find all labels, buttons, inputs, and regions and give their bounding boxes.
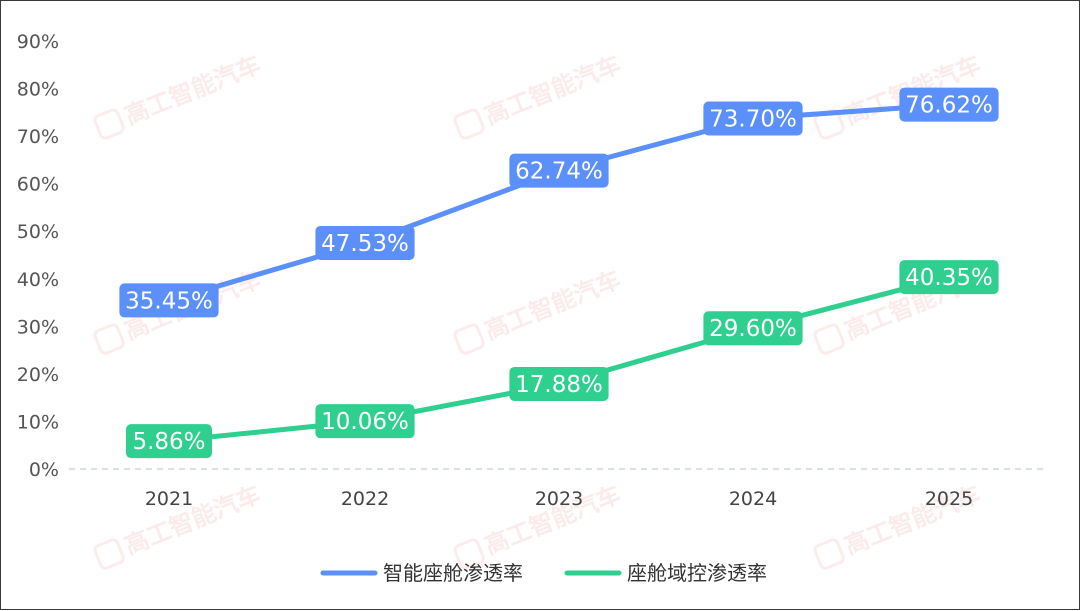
data-label-box: [703, 311, 803, 346]
data-label-text: 17.88%: [515, 372, 603, 398]
data-label-series-2: 29.60%: [703, 311, 803, 346]
legend: 智能座舱渗透率 座舱域控渗透率: [320, 561, 767, 585]
data-label-text: 35.45%: [125, 288, 213, 314]
data-label-series-2: 17.88%: [509, 366, 609, 401]
data-label-text: 47.53%: [321, 231, 409, 257]
data-label-series-2: 5.86%: [126, 424, 212, 459]
data-label-text: 62.74%: [515, 159, 603, 185]
data-label-text: 76.62%: [905, 93, 993, 119]
y-tick-label: 80%: [17, 79, 59, 101]
data-label-box: [509, 153, 609, 188]
data-label-series-2: 10.06%: [315, 404, 415, 439]
data-label-box: [126, 424, 212, 459]
data-label-series-1: 62.74%: [509, 153, 609, 188]
legend-label: 座舱域控渗透率: [627, 561, 767, 585]
watermark-text: 高工智能汽车: [481, 265, 625, 345]
x-tick-label: 2024: [729, 488, 777, 510]
data-label-box: [315, 404, 415, 439]
y-tick-label: 30%: [17, 316, 59, 338]
data-label-text: 5.86%: [132, 429, 205, 455]
data-label-text: 73.70%: [709, 107, 797, 133]
y-tick-label: 40%: [17, 269, 59, 291]
legend-item-2[interactable]: 座舱域控渗透率: [564, 561, 767, 585]
data-label-series-1: 35.45%: [119, 283, 219, 318]
data-label-box: [899, 87, 999, 122]
data-label-text: 40.35%: [905, 265, 993, 291]
watermark: 高工智能汽车: [93, 50, 265, 140]
data-label-box: [509, 366, 609, 401]
x-tick-label: 2025: [925, 488, 973, 510]
series-line-1: [166, 102, 952, 303]
watermark-text: 高工智能汽车: [121, 50, 265, 130]
legend-item-1[interactable]: 智能座舱渗透率: [320, 561, 523, 585]
data-label-text: 10.06%: [321, 409, 409, 435]
x-tick-label: 2021: [145, 488, 193, 510]
data-label-box: [315, 225, 415, 260]
data-label-text: 29.60%: [709, 316, 797, 342]
y-tick-label: 0%: [29, 459, 59, 481]
y-tick-label: 10%: [17, 411, 59, 433]
data-label-series-1: 47.53%: [315, 225, 415, 260]
watermark-text: 高工智能汽车: [481, 50, 625, 130]
x-tick-label: 2023: [535, 488, 583, 510]
data-label-box: [703, 101, 803, 136]
data-label-series-1: 73.70%: [703, 101, 803, 136]
x-tick-label: 2022: [341, 488, 389, 510]
watermark: 高工智能汽车: [453, 265, 625, 355]
y-tick-label: 50%: [17, 221, 59, 243]
legend-label: 智能座舱渗透率: [383, 561, 523, 585]
data-label-series-2: 40.35%: [899, 260, 999, 295]
axes: 0% 10% 20% 30% 40% 50% 60% 70% 80% 90% 2021 2022 202…: [17, 31, 1046, 510]
y-tick-label: 90%: [17, 31, 59, 53]
watermark: 高工智能汽车: [453, 50, 625, 140]
data-labels-layer: 35.45% 47.53% 62.74% 73.70% 76.62% 5.86% 10.06…: [119, 87, 999, 459]
data-label-series-1: 76.62%: [899, 87, 999, 122]
y-tick-label: 60%: [17, 174, 59, 196]
data-label-box: [899, 260, 999, 295]
y-tick-label: 70%: [17, 126, 59, 148]
y-tick-label: 20%: [17, 364, 59, 386]
data-label-box: [119, 283, 219, 318]
